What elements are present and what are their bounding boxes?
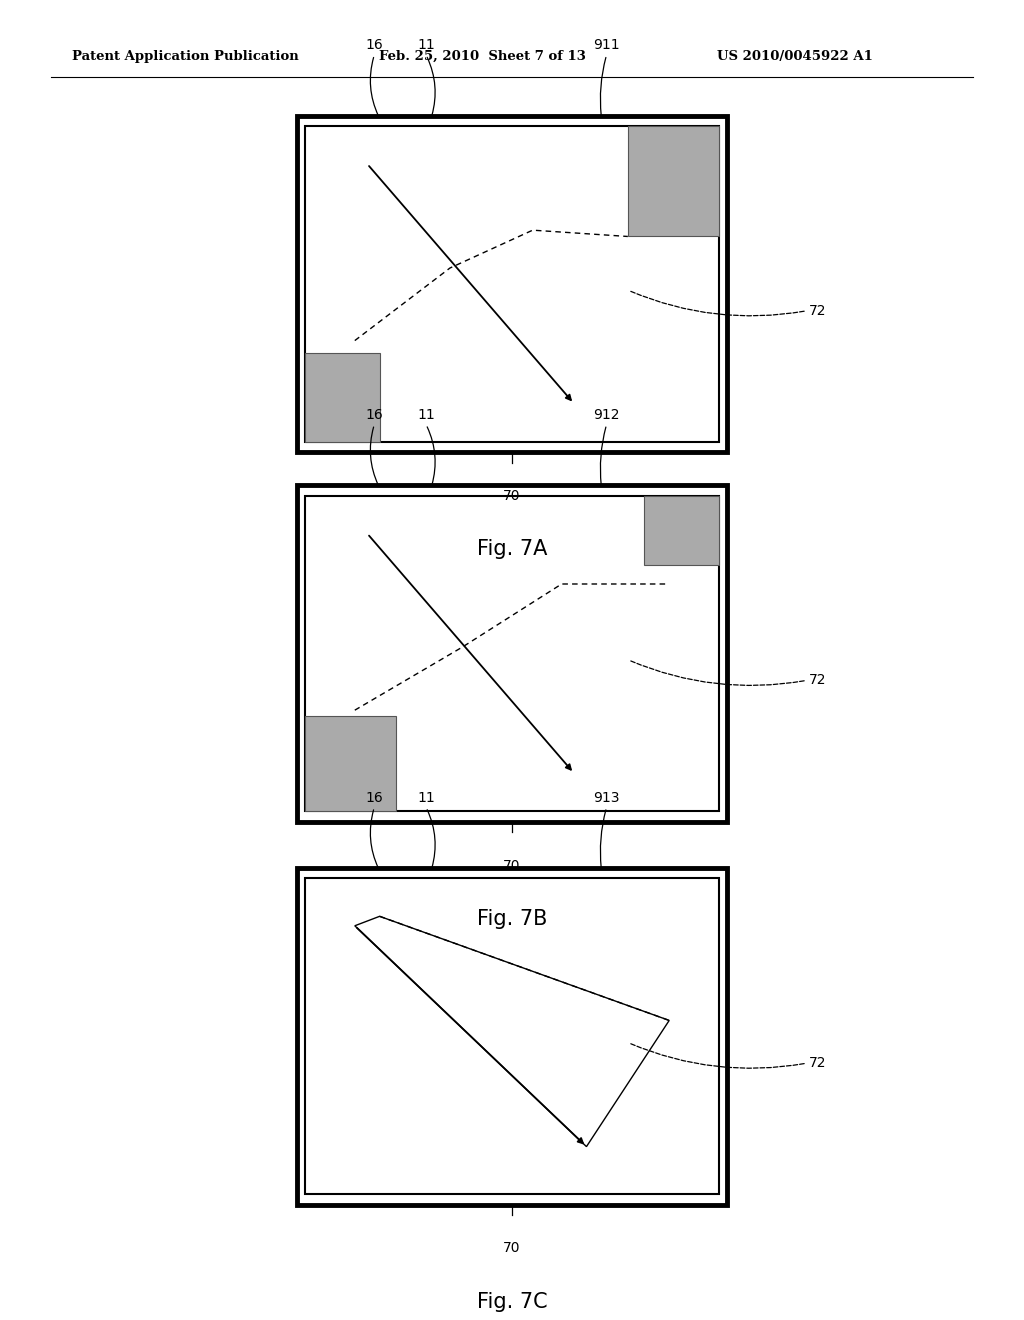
Text: 11: 11 — [417, 408, 435, 421]
Bar — [305, 495, 719, 810]
Text: 16: 16 — [366, 38, 383, 51]
Text: Patent Application Publication: Patent Application Publication — [72, 50, 298, 63]
Text: 72: 72 — [809, 304, 826, 318]
Text: 16: 16 — [366, 791, 383, 804]
Text: 912: 912 — [593, 408, 620, 421]
Text: 11: 11 — [417, 791, 435, 804]
Text: US 2010/0045922 A1: US 2010/0045922 A1 — [717, 50, 872, 63]
Text: 70: 70 — [503, 859, 521, 873]
Bar — [305, 354, 380, 441]
Bar — [305, 125, 719, 441]
Bar — [628, 125, 719, 236]
Bar — [305, 879, 719, 1193]
Text: Fig. 7C: Fig. 7C — [477, 1291, 547, 1312]
Bar — [305, 717, 396, 810]
Text: 72: 72 — [809, 673, 826, 688]
Text: Fig. 7B: Fig. 7B — [477, 908, 547, 929]
Text: 72: 72 — [809, 1056, 826, 1071]
Text: 16: 16 — [366, 408, 383, 421]
Text: 70: 70 — [503, 1241, 521, 1255]
Text: 11: 11 — [417, 38, 435, 51]
Text: 911: 911 — [593, 38, 620, 51]
Text: 70: 70 — [503, 490, 521, 503]
Text: Feb. 25, 2010  Sheet 7 of 13: Feb. 25, 2010 Sheet 7 of 13 — [379, 50, 586, 63]
Bar — [297, 869, 727, 1204]
Bar — [297, 484, 727, 821]
Text: 913: 913 — [593, 791, 620, 804]
Bar — [297, 116, 727, 451]
Bar — [644, 495, 719, 565]
Text: Fig. 7A: Fig. 7A — [477, 540, 547, 560]
